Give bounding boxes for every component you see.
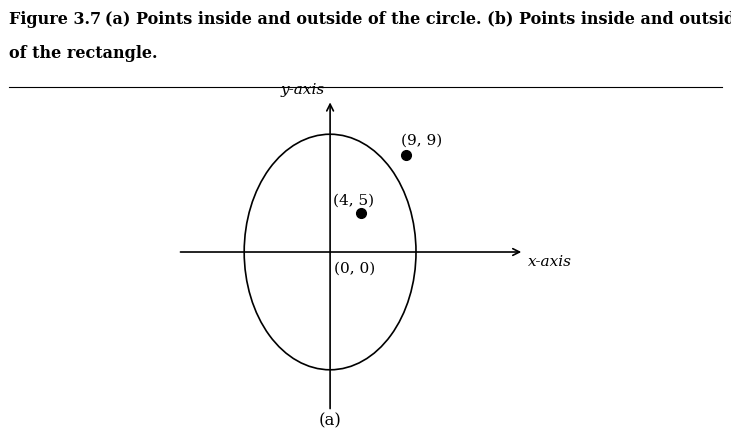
Text: (a): (a) [319,413,341,430]
Text: (9, 9): (9, 9) [401,134,442,148]
Text: Figure 3.7: Figure 3.7 [9,11,101,28]
Text: y-axis: y-axis [280,83,325,97]
Text: (4, 5): (4, 5) [333,194,374,208]
Text: x-axis: x-axis [529,255,572,269]
Text: of the rectangle.: of the rectangle. [9,45,157,62]
Text: (a) Points inside and outside of the circle. (b) Points inside and outside: (a) Points inside and outside of the cir… [88,11,731,28]
Text: (0, 0): (0, 0) [334,262,376,276]
